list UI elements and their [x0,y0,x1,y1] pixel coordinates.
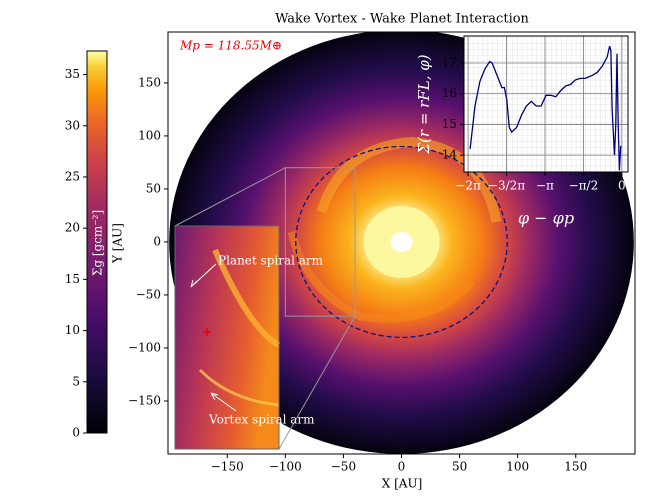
arrow [190,263,217,288]
y-tick-label: 16 [442,86,457,100]
inset-minor-grid [464,36,628,172]
x-tick-label: −100 [269,460,302,474]
colorbar-tick-label: 10 [65,323,80,337]
zoom-arm [212,248,281,348]
inset-frame [463,35,629,173]
y-label: Σ(r = rFL, φ) [415,54,433,154]
x-tick-label: −π/2 [569,179,599,193]
y-tick-label: 15 [442,117,457,131]
colorbar-tick-label: 25 [65,169,80,183]
x-tick-label: 50 [452,460,467,474]
y-tick-label: 0 [153,234,161,248]
colorbar-label: Σg [gcm⁻²] [91,210,105,276]
colorbar-tick-label: 5 [72,374,80,388]
y-tick-label: −100 [128,340,161,354]
zoom-arm [198,368,280,407]
x-tick-label: −π [536,179,554,193]
zoom-frame [174,225,280,450]
annotation: Mp = 118.55M⊕ [179,39,282,53]
zoom-image [175,226,279,449]
y-tick-label: 14 [442,148,458,162]
title: Wake Vortex - Wake Planet Interaction [275,12,529,27]
inner-hole [390,231,413,252]
x-tick-label: 100 [506,460,529,474]
zoom-region [284,167,356,317]
colorbar-tick-label: 30 [65,118,80,132]
colorbar-tick-label: 35 [65,67,80,81]
x-label: X [AU] [382,477,423,491]
planet-marker [203,328,211,336]
x-tick-label: 0 [398,460,406,474]
spiral-arm [287,230,475,323]
x-tick-label: 0 [618,179,626,193]
zoom-connector [174,167,286,227]
line-series [469,45,622,171]
colorbar-tick-label: 15 [65,272,80,286]
arrow [210,392,237,412]
x-tick-label: −150 [211,460,244,474]
annotation: Planet spiral arm [218,254,324,268]
colorbar [86,50,108,434]
y-label: Y [AU] [111,223,125,264]
x-tick-label: −3/2π [488,179,525,193]
y-tick-label: −150 [128,393,161,407]
y-tick-label: 50 [146,181,161,195]
x-tick-label: −2π [455,179,481,193]
zoom-connector [278,315,356,450]
y-tick-label: 150 [138,75,161,89]
colorbar-tick-label: 20 [65,221,80,235]
annotation: Vortex spiral arm [208,413,315,427]
x-label: φ − φp [518,209,574,228]
orbit [295,145,508,339]
y-tick-label: 100 [138,128,161,142]
x-tick-label: −50 [331,460,356,474]
x-tick-label: 150 [564,460,587,474]
colorbar-tick-label: 0 [72,426,80,440]
y-tick-label: 17 [442,56,457,70]
spiral-arm [316,136,502,223]
y-tick-label: −50 [136,287,161,301]
